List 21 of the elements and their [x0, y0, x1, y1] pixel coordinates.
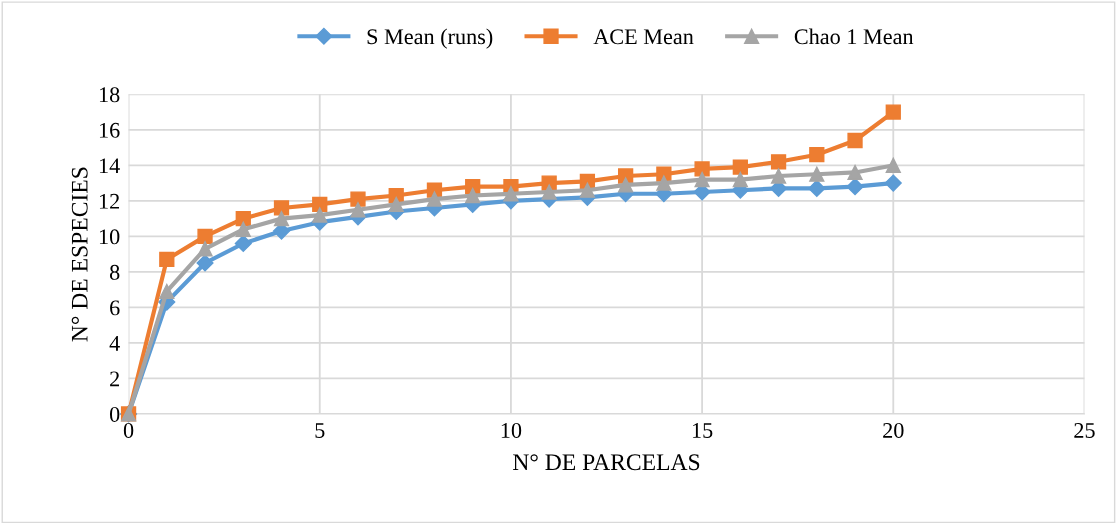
- x-tick-label: 20: [883, 422, 904, 438]
- y-tick-label: 18: [99, 87, 120, 103]
- y-tick-label: 12: [99, 193, 120, 209]
- y-tick-label: 4: [109, 336, 120, 351]
- x-tick-label: 5: [315, 423, 325, 438]
- legend-label: Chao 1 Mean: [794, 28, 914, 45]
- legend-label: S Mean (runs): [367, 28, 493, 49]
- y-tick-label: 0: [109, 406, 120, 422]
- y-tick-label: 6: [110, 300, 120, 316]
- x-tick-label: 0: [123, 422, 134, 438]
- y-tick-label: 14: [99, 158, 120, 174]
- y-tick-label: 2: [110, 371, 120, 387]
- x-tick-label: 15: [692, 423, 713, 438]
- y-axis-title: N° DE ESPECIES: [71, 167, 88, 342]
- x-tick-label: 25: [1074, 423, 1095, 438]
- y-tick-label: 8: [109, 264, 120, 280]
- y-tick-label: 10: [99, 229, 120, 245]
- x-tick-label: 10: [501, 422, 522, 438]
- y-tick-label: 16: [99, 122, 120, 138]
- x-axis-title: N° DE PARCELAS: [513, 454, 700, 471]
- legend-label: ACE Mean: [593, 29, 694, 45]
